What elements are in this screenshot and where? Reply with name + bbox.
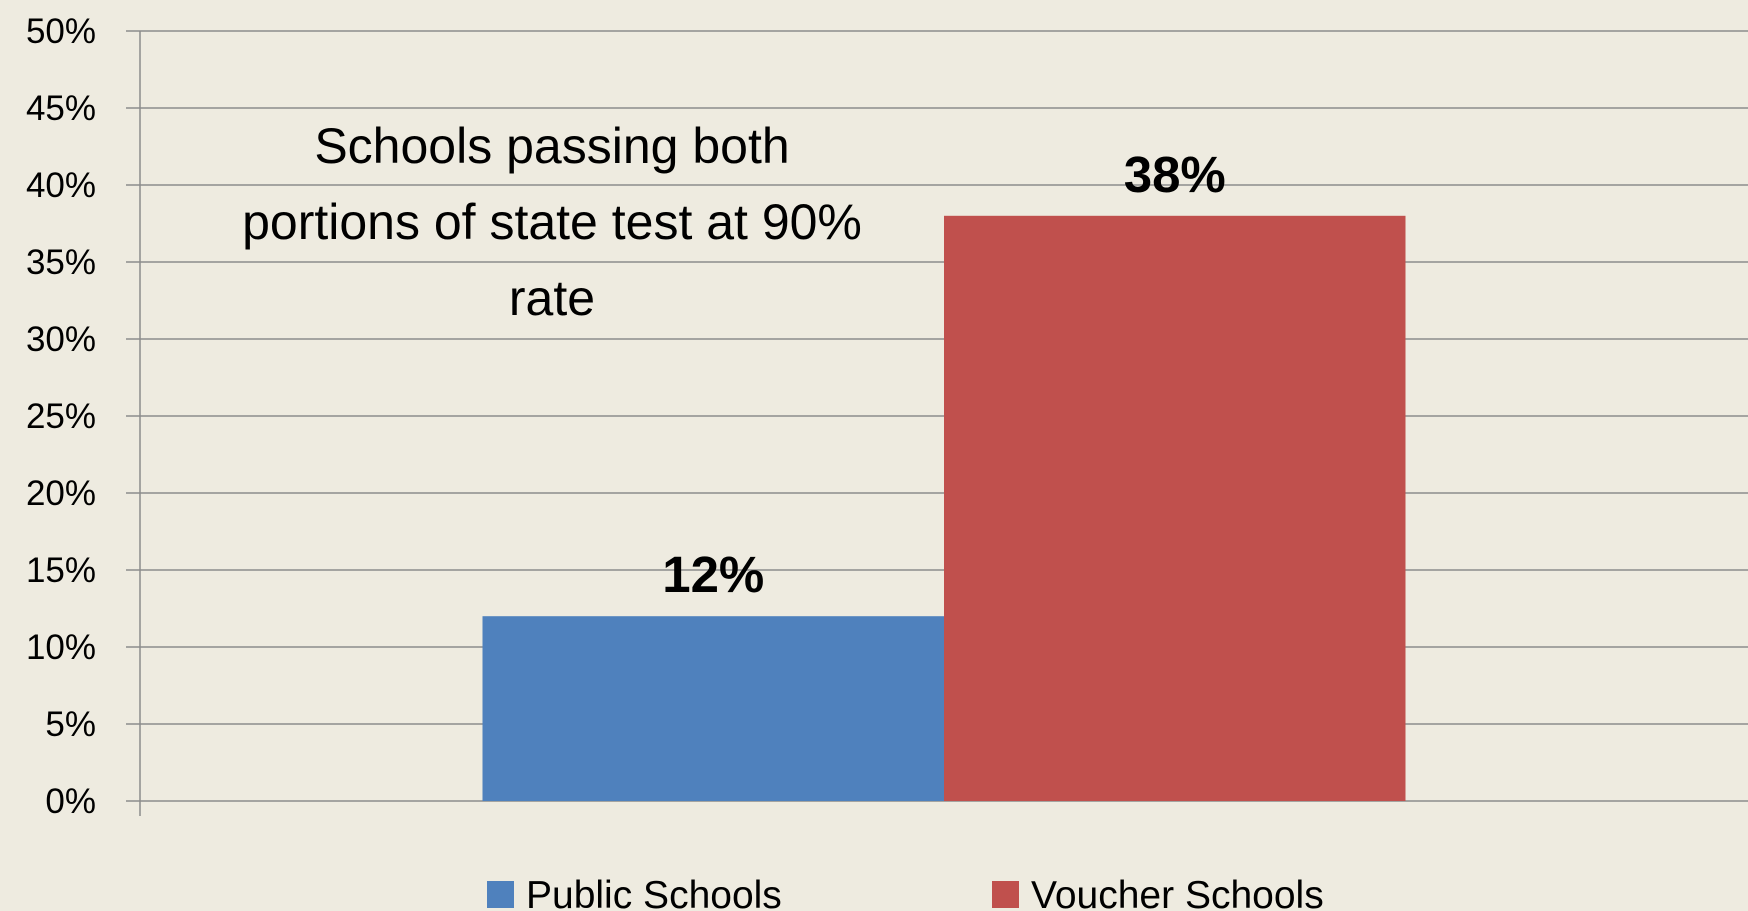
chart-title: Schools passing both portions of state t…: [242, 118, 862, 326]
y-tick-label: 5%: [45, 705, 96, 744]
y-tick-label: 20%: [26, 474, 96, 513]
y-tick-label: 50%: [26, 12, 96, 51]
y-tick-label: 10%: [26, 628, 96, 667]
data-label: 12%: [662, 546, 764, 603]
legend-label: Voucher Schools: [1031, 874, 1324, 911]
y-tick-label: 25%: [26, 397, 96, 436]
y-tick-label: 45%: [26, 89, 96, 128]
y-tick-label: 0%: [45, 782, 96, 821]
y-tick-label: 35%: [26, 243, 96, 282]
legend-label: Public Schools: [526, 874, 782, 911]
bar: [482, 616, 944, 801]
data-label: 38%: [1124, 146, 1226, 203]
y-tick-label: 15%: [26, 551, 96, 590]
bar: [944, 215, 1406, 802]
y-tick-label: 40%: [26, 166, 96, 205]
legend-swatch: [992, 881, 1019, 908]
legend-swatch: [487, 881, 514, 908]
y-tick-label: 30%: [26, 320, 96, 359]
